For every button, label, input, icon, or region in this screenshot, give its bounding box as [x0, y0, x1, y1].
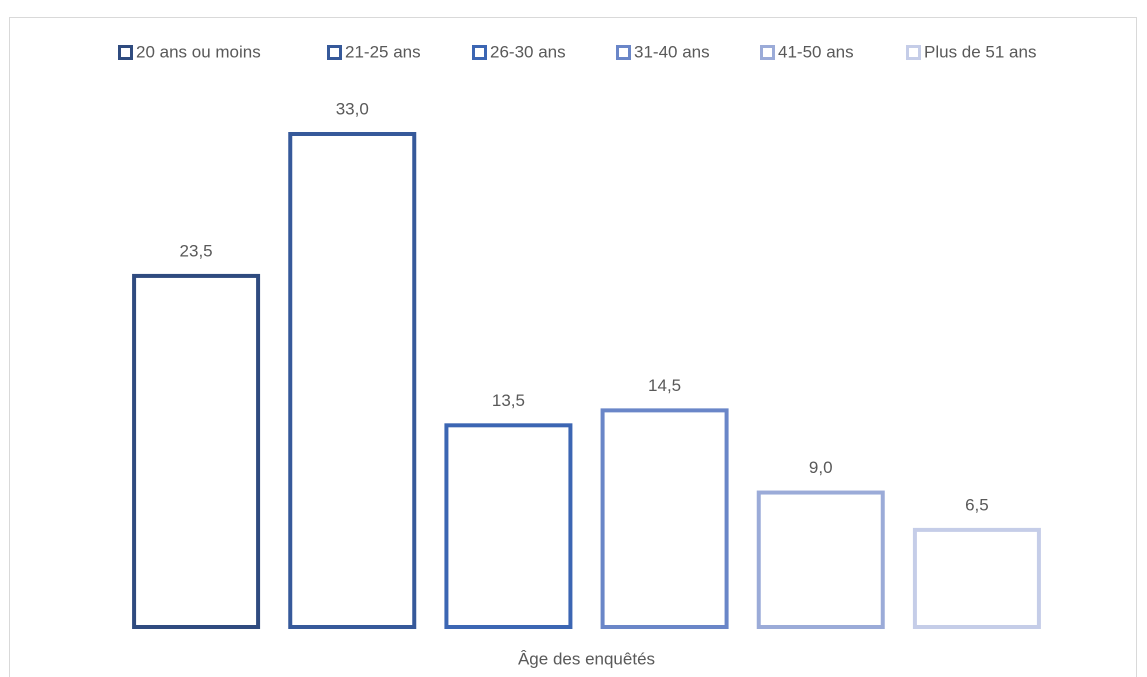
legend-swatch	[472, 45, 487, 60]
legend-label: 31-40 ans	[634, 42, 710, 61]
value-label: 14,5	[648, 376, 681, 395]
legend-label: 41-50 ans	[778, 42, 854, 61]
bar	[600, 408, 729, 629]
chart-border	[9, 17, 1137, 677]
bar	[288, 132, 417, 629]
legend-label: 26-30 ans	[490, 42, 566, 61]
legend-label: Plus de 51 ans	[924, 42, 1036, 61]
bar	[444, 423, 573, 629]
bar	[912, 527, 1041, 629]
legend-swatch	[327, 45, 342, 60]
x-category-label: Âge des enquêtés	[518, 649, 655, 668]
value-label: 13,5	[492, 391, 525, 410]
legend-swatch	[906, 45, 921, 60]
legend-label: 21-25 ans	[345, 42, 421, 61]
value-label: 33,0	[336, 99, 369, 118]
bar	[132, 273, 261, 629]
legend-label: 20 ans ou moins	[136, 42, 261, 61]
legend-swatch	[760, 45, 775, 60]
bar	[756, 490, 885, 629]
value-label: 9,0	[809, 458, 833, 477]
legend-swatch	[616, 45, 631, 60]
value-label: 23,5	[180, 241, 213, 260]
legend-swatch	[118, 45, 133, 60]
value-label: 6,5	[965, 495, 989, 514]
